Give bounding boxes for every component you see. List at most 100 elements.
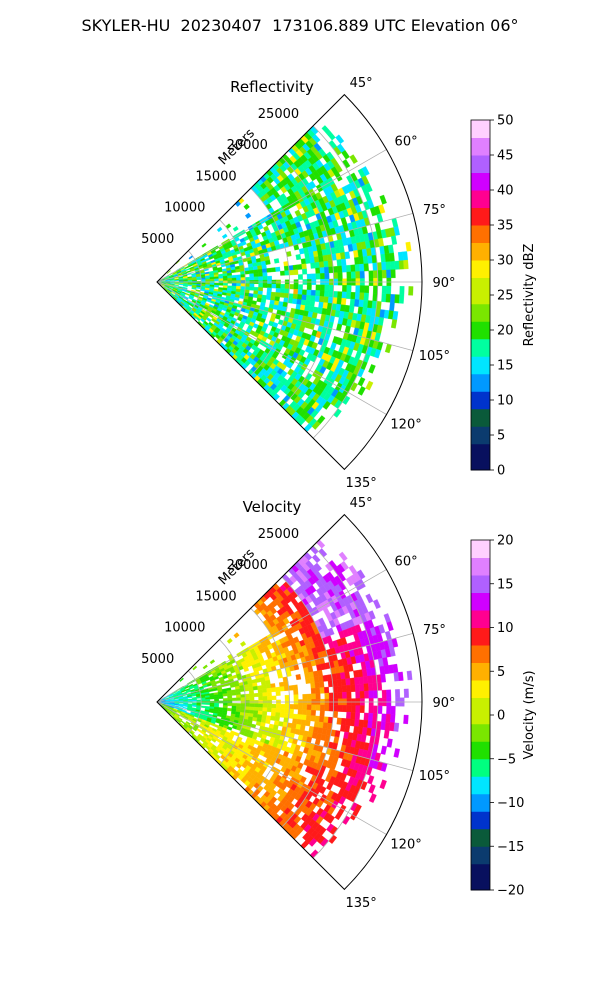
radar-cell — [381, 293, 387, 303]
radar-cell — [262, 283, 268, 288]
radar-cell — [231, 283, 237, 287]
radar-cell — [278, 681, 285, 688]
radar-cell — [249, 693, 255, 698]
radar-cell — [267, 275, 272, 281]
colorbar-segment — [471, 303, 490, 313]
radar-cell — [293, 694, 299, 700]
radar-cell — [302, 709, 308, 716]
colorbar-segment — [471, 610, 490, 620]
radar-cell — [182, 706, 188, 710]
radar-cell — [365, 593, 374, 604]
radar-cell — [386, 269, 392, 279]
radial-tick-label: 10000 — [164, 201, 205, 216]
radar-cell — [368, 690, 374, 699]
colorbar-segment — [471, 855, 490, 865]
radar-cell — [390, 261, 396, 270]
radar-cell — [257, 688, 263, 694]
colorbar-segment — [471, 251, 490, 261]
radar-cell — [363, 263, 369, 272]
radar-cell — [227, 695, 233, 699]
radar-cell — [206, 317, 212, 323]
radar-cell — [292, 264, 298, 271]
colorbar-tick-label: 45 — [497, 149, 514, 164]
radar-cell — [393, 226, 400, 236]
radar-cell — [262, 272, 268, 277]
radar-cell — [311, 273, 317, 280]
colorbar-segment — [471, 645, 490, 655]
colorbar-tick-label: 5 — [497, 665, 505, 680]
colorbar-label: Velocity (m/s) — [522, 670, 537, 759]
colorbar-segment — [471, 793, 490, 803]
radar-cell — [236, 283, 242, 287]
radar-cell — [178, 702, 184, 704]
colorbar-segment — [471, 225, 490, 235]
radar-cell — [350, 264, 356, 272]
radar-cell — [394, 294, 400, 304]
radar-cell — [408, 286, 414, 296]
radar-cell — [306, 709, 312, 716]
radar-cell — [314, 261, 320, 269]
angle-tick-label: 75° — [423, 203, 446, 218]
radar-cell — [280, 288, 286, 294]
radar-cell — [383, 613, 392, 624]
radar-cell — [402, 251, 408, 261]
radar-cell — [248, 269, 254, 275]
radar-cell — [311, 420, 321, 430]
radar-cell — [226, 707, 232, 712]
radar-cell — [305, 720, 311, 727]
radar-cell — [380, 673, 386, 683]
radar-cell — [256, 297, 262, 303]
colorbar-segment — [471, 557, 490, 567]
radar-cell — [342, 285, 348, 293]
radar-cell — [275, 708, 281, 713]
radar-cell — [244, 270, 250, 275]
radar-cell — [338, 551, 348, 562]
radar-cell — [372, 599, 381, 610]
radar-cell — [270, 687, 276, 693]
colorbar-tick-label: 15 — [497, 577, 514, 592]
radar-cell — [346, 285, 352, 293]
radar-cell — [275, 686, 281, 692]
colorbar-tick-label: 35 — [497, 219, 514, 234]
radar-cell — [357, 386, 366, 396]
radar-cell — [319, 687, 325, 694]
colorbar-segment — [471, 776, 490, 786]
radar-cell — [336, 297, 342, 305]
radar-cell — [179, 677, 184, 682]
radar-cell — [337, 685, 343, 693]
radar-cell — [350, 292, 356, 300]
colorbar-segment — [471, 863, 490, 873]
colorbar-tick-label: −15 — [497, 840, 524, 855]
radar-cell — [218, 278, 224, 282]
panel-title: Reflectivity — [230, 78, 314, 96]
radar-cell — [345, 678, 351, 686]
radar-cell — [249, 286, 255, 291]
radar-cell — [273, 258, 280, 264]
colorbar-tick-label: −5 — [497, 752, 516, 767]
radar-cell — [227, 703, 233, 707]
radar-cell — [368, 705, 374, 714]
colorbar-segment — [471, 688, 490, 698]
radar-cell — [266, 291, 272, 297]
radar-cell — [275, 283, 281, 289]
colorbar-segment — [471, 128, 490, 138]
radar-cell — [297, 714, 303, 720]
angle-tick-label: 135° — [345, 476, 376, 491]
radar-cell — [223, 698, 228, 701]
radar-cell — [355, 285, 361, 293]
radar-cell — [403, 688, 409, 698]
radar-cell — [297, 274, 303, 280]
colorbar-segment — [471, 723, 490, 733]
colorbar-segment — [471, 671, 490, 681]
radar-cell — [270, 683, 276, 689]
radar-cell — [221, 292, 227, 296]
colorbar-segment — [471, 233, 490, 243]
radar-cell — [342, 705, 348, 713]
radar-cell — [293, 664, 300, 671]
radar-cell — [349, 718, 356, 727]
radar-cell — [381, 713, 387, 723]
radar-cell — [315, 273, 321, 280]
colorbar-segment — [471, 163, 490, 173]
grid-spoke — [156, 213, 414, 283]
radar-cell — [389, 252, 395, 262]
